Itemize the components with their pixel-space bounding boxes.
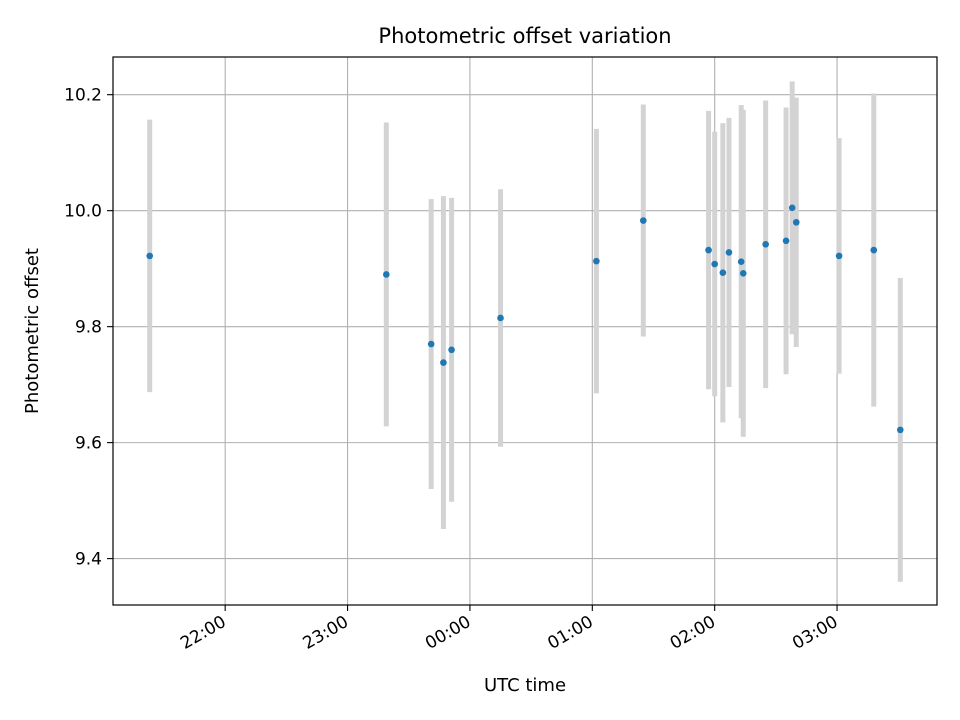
y-axis-ticks: 9.4 9.6 9.8 10.0 10.2 (64, 86, 113, 570)
y-tick-label: 10.2 (64, 86, 102, 106)
data-points (146, 204, 904, 434)
data-point (383, 271, 390, 278)
x-axis-ticks: 22:00 23:00 00:00 01:00 02:00 03:00 (177, 605, 842, 654)
x-tick-label: 23:00 (300, 612, 352, 654)
y-tick-label: 9.6 (75, 434, 102, 454)
error-bars (147, 81, 903, 582)
data-point (896, 426, 904, 434)
data-point (782, 237, 790, 245)
x-axis-title: UTC time (484, 675, 566, 696)
y-tick-label: 9.4 (75, 550, 102, 570)
data-point (705, 246, 712, 254)
data-point (427, 340, 435, 348)
x-tick-label: 22:00 (177, 612, 229, 654)
y-tick-label: 10.0 (64, 202, 102, 222)
data-point (737, 258, 745, 266)
data-point (792, 218, 800, 226)
data-point (639, 217, 647, 224)
x-tick-label: 00:00 (422, 612, 474, 654)
data-point (725, 249, 733, 256)
data-point (870, 246, 878, 254)
y-axis-title: Photometric offset (22, 248, 43, 414)
grid (113, 57, 937, 605)
data-point (739, 270, 747, 277)
x-tick-label: 03:00 (789, 612, 841, 654)
data-point (448, 346, 455, 354)
data-point (835, 252, 843, 260)
plot-area-frame (112, 56, 938, 606)
data-point (719, 269, 727, 277)
data-point (146, 252, 154, 260)
data-point (440, 359, 447, 366)
data-point (497, 314, 504, 322)
x-tick-label: 01:00 (544, 612, 596, 654)
data-point (711, 260, 718, 268)
y-tick-label: 9.8 (75, 318, 102, 338)
data-point (788, 204, 796, 212)
x-tick-label: 02:00 (667, 612, 719, 654)
data-point (593, 257, 600, 265)
chart-title: Photometric offset variation (378, 24, 671, 48)
data-point (762, 241, 769, 248)
